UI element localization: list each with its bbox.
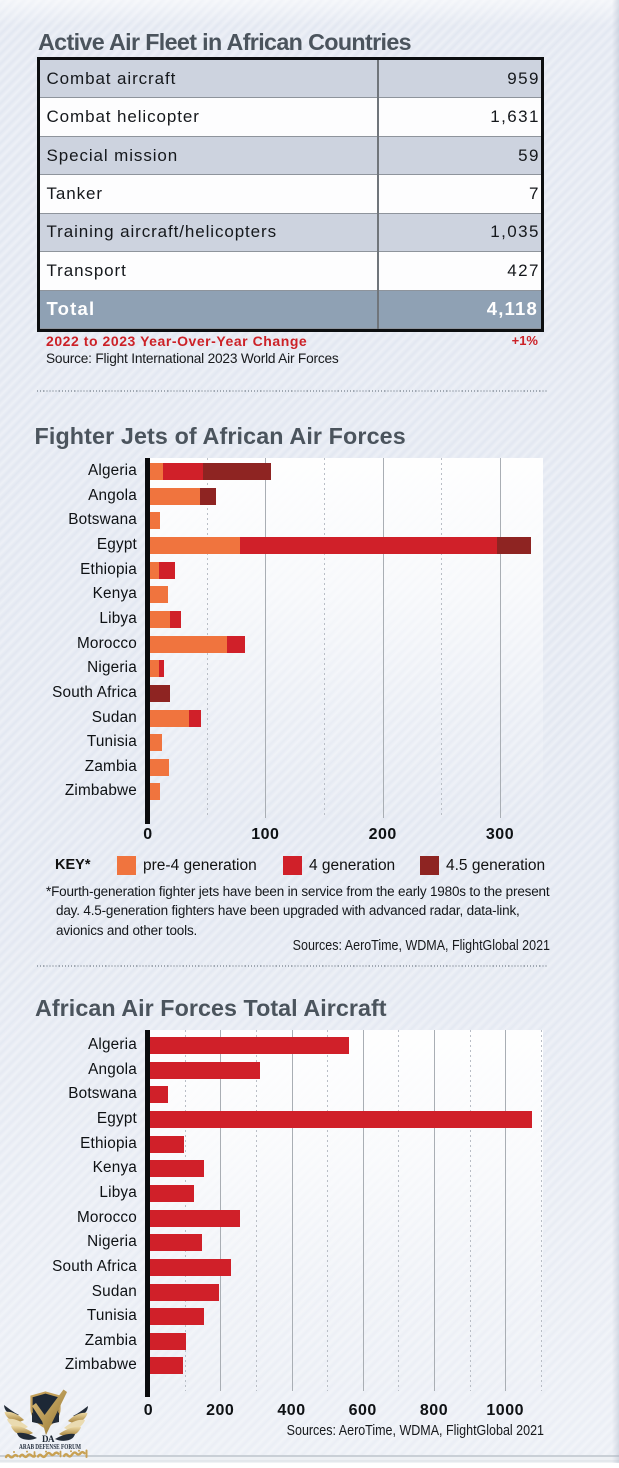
- svg-text:ARAB DEFENSE FORUM: ARAB DEFENSE FORUM: [19, 1442, 81, 1451]
- svg-text:DA: DA: [42, 1434, 55, 1444]
